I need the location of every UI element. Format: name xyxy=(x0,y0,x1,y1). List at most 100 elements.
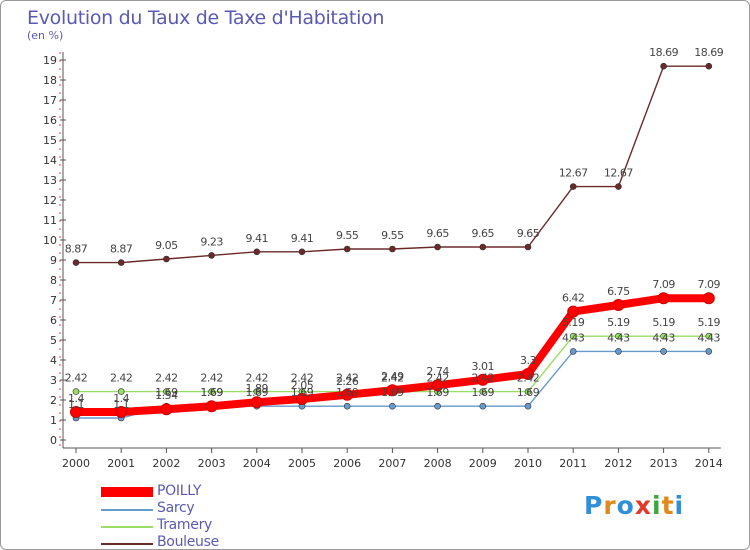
data-point-bouleuse xyxy=(298,248,306,256)
data-point-poilly xyxy=(205,400,218,413)
data-point-poilly xyxy=(657,292,670,305)
logo-letter: t xyxy=(661,491,675,520)
data-label-sarcy: 4.43 xyxy=(562,331,585,344)
x-tick-label: 2007 xyxy=(378,457,406,470)
y-tick-label: 1 xyxy=(50,414,57,427)
logo-letter: r xyxy=(603,491,617,520)
x-tick-label: 2014 xyxy=(695,457,723,470)
data-point-tramery xyxy=(479,388,487,395)
data-label-sarcy: 1.69 xyxy=(155,386,178,399)
data-point-sarcy xyxy=(660,348,667,355)
y-tick-label: 14 xyxy=(43,154,57,167)
data-label-bouleuse: 9.65 xyxy=(472,227,495,240)
data-point-poilly xyxy=(702,292,715,305)
data-point-bouleuse xyxy=(660,62,667,70)
data-label-tramery: 5.19 xyxy=(698,316,721,329)
data-label-sarcy: 1.1 xyxy=(113,398,129,411)
data-label-sarcy: 1.69 xyxy=(426,386,449,399)
y-tick-label: 0 xyxy=(50,434,57,447)
data-point-sarcy xyxy=(343,402,351,410)
data-point-bouleuse xyxy=(569,183,577,190)
data-label-bouleuse: 12.67 xyxy=(604,167,633,180)
data-point-bouleuse xyxy=(208,252,215,259)
data-point-poilly xyxy=(386,384,399,397)
data-label-bouleuse: 9.65 xyxy=(517,227,540,240)
data-label-tramery: 2.42 xyxy=(200,372,223,385)
data-label-poilly: 3.01 xyxy=(472,360,495,373)
data-label-tramery: 5.19 xyxy=(652,316,675,329)
logo-letter: i xyxy=(652,491,662,520)
data-point-sarcy xyxy=(705,348,713,355)
y-tick-label: 4 xyxy=(50,354,57,367)
data-label-poilly: 1.89 xyxy=(246,382,269,395)
data-label-tramery: 5.19 xyxy=(607,316,630,329)
data-point-tramery xyxy=(705,332,713,340)
data-point-bouleuse xyxy=(705,62,713,70)
data-label-poilly: 7.09 xyxy=(652,278,675,291)
x-tick-label: 2006 xyxy=(333,457,361,470)
data-label-tramery: 2.42 xyxy=(110,372,133,385)
data-point-poilly xyxy=(522,368,534,380)
data-point-sarcy xyxy=(479,402,487,410)
data-point-poilly xyxy=(341,388,354,401)
y-tick-label: 6 xyxy=(50,314,57,327)
y-tick-label: 2 xyxy=(50,394,57,407)
x-tick-label: 2004 xyxy=(243,457,271,470)
x-tick-label: 2011 xyxy=(559,457,587,470)
data-point-sarcy xyxy=(524,402,532,410)
data-label-sarcy: 1.69 xyxy=(336,386,359,399)
legend-swatch-poilly xyxy=(101,487,153,497)
data-point-sarcy xyxy=(434,402,441,410)
data-label-sarcy: 1.69 xyxy=(291,386,314,399)
data-point-bouleuse xyxy=(615,183,622,190)
data-label-tramery: 2.42 xyxy=(65,372,88,385)
y-tick-label: 7 xyxy=(50,294,57,307)
data-label-sarcy: 1.69 xyxy=(381,386,404,399)
x-tick-label: 2001 xyxy=(107,457,135,470)
data-label-bouleuse: 18.69 xyxy=(649,46,678,59)
x-tick-label: 2010 xyxy=(514,457,542,470)
data-label-sarcy: 4.43 xyxy=(607,331,630,344)
chart-unit-label: (en %) xyxy=(27,29,64,42)
data-point-tramery xyxy=(569,332,577,340)
data-label-sarcy: 4.43 xyxy=(698,331,721,344)
x-tick-label: 2012 xyxy=(604,457,632,470)
data-point-tramery xyxy=(524,388,532,395)
data-point-bouleuse xyxy=(479,243,487,251)
y-tick-label: 19 xyxy=(43,54,57,67)
y-tick-label: 18 xyxy=(43,74,57,87)
data-label-sarcy: 1.69 xyxy=(246,386,269,399)
data-point-tramery xyxy=(253,388,261,395)
x-tick-label: 2002 xyxy=(152,457,180,470)
data-label-tramery: 2.42 xyxy=(291,372,314,385)
data-label-bouleuse: 9.55 xyxy=(381,229,404,242)
data-point-bouleuse xyxy=(117,259,125,266)
data-label-tramery: 2.42 xyxy=(336,372,359,385)
y-tick-label: 15 xyxy=(43,134,57,147)
data-point-bouleuse xyxy=(343,245,351,253)
y-tick-label: 3 xyxy=(50,374,57,387)
data-label-tramery: 2.42 xyxy=(517,372,540,385)
data-point-tramery xyxy=(208,388,215,395)
data-point-bouleuse xyxy=(389,245,396,253)
data-point-sarcy xyxy=(389,402,396,410)
x-tick-label: 2009 xyxy=(469,457,497,470)
data-label-bouleuse: 18.69 xyxy=(694,46,723,59)
data-point-poilly xyxy=(250,396,263,409)
data-label-poilly: 1.4 xyxy=(113,392,129,405)
data-point-tramery xyxy=(615,332,622,340)
data-point-tramery xyxy=(117,388,125,395)
data-point-poilly xyxy=(70,406,82,418)
data-label-bouleuse: 9.41 xyxy=(291,232,314,245)
y-tick-label: 10 xyxy=(43,234,57,247)
data-label-bouleuse: 9.55 xyxy=(336,229,359,242)
proxiti-logo: Proxiti xyxy=(584,491,684,520)
data-label-bouleuse: 9.65 xyxy=(426,227,449,240)
data-label-bouleuse: 8.87 xyxy=(110,243,133,256)
x-tick-label: 2013 xyxy=(650,457,678,470)
y-tick-label: 13 xyxy=(43,174,57,187)
data-point-poilly xyxy=(612,299,625,311)
data-label-poilly: 1.54 xyxy=(155,389,178,402)
legend-swatch-sarcy xyxy=(101,509,153,511)
